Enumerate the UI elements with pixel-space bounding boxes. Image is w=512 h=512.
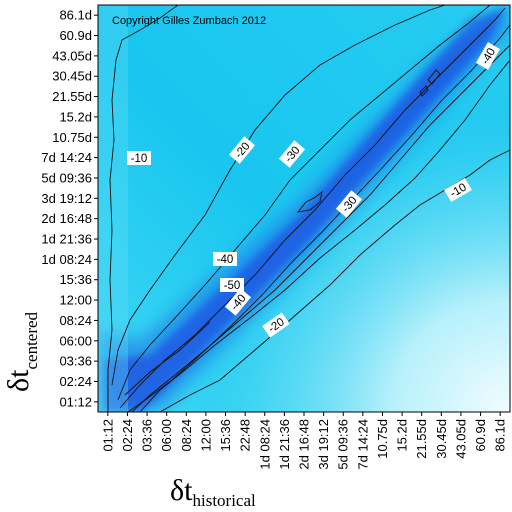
x-tick-label: 7d 14:24 xyxy=(355,419,370,470)
contour-label-box xyxy=(278,140,306,168)
y-tick-label: 7d 14:24 xyxy=(41,150,92,165)
x-tick-label: 21.55d xyxy=(414,419,429,459)
contour-label-box xyxy=(224,288,252,316)
contour-lines xyxy=(107,5,510,412)
x-tick-label: 10.75d xyxy=(375,419,390,459)
y-tick-label: 10.75d xyxy=(52,130,92,145)
contour-label-box xyxy=(335,190,363,218)
contour-line xyxy=(119,7,506,409)
y-tick-label: 12:00 xyxy=(59,293,92,308)
contour-label-box xyxy=(213,252,237,266)
y-tick-label: 06:00 xyxy=(59,333,92,348)
contour-line xyxy=(124,321,211,396)
y-tick-label: 30.45d xyxy=(52,69,92,84)
y-tick-label: 15.2d xyxy=(59,109,92,124)
x-tick-label: 86.1d xyxy=(493,419,508,452)
x-tick-label: 5d 09:36 xyxy=(336,419,351,470)
x-tick-label: 2d 16:48 xyxy=(297,419,312,470)
copyright-text: Copyright Gilles Zumbach 2012 xyxy=(112,15,266,27)
y-tick-label: 21.55d xyxy=(52,89,92,104)
x-tick-label: 12:00 xyxy=(198,419,213,452)
contour-line xyxy=(117,5,491,401)
y-tick-label: 01:12 xyxy=(59,394,92,409)
contour-label-box xyxy=(475,42,501,70)
contour-line xyxy=(127,24,510,412)
y-tick-label: 1d 21:36 xyxy=(41,232,92,247)
y-axis-ticks: 01:12 02:24 03:36 06:00 08:24 12:00 15:36 1d 08… xyxy=(41,8,98,409)
y-tick-label: 2d 16:48 xyxy=(41,211,92,226)
x-tick-label: 15.2d xyxy=(395,419,410,452)
y-axis-label-symbol: δt xyxy=(2,369,35,392)
x-axis-label: δthistorical xyxy=(170,474,256,510)
contour-label-text: -50 xyxy=(224,280,241,292)
y-tick-label: 15:36 xyxy=(59,272,92,287)
x-tick-label: 60.9d xyxy=(473,419,488,452)
x-tick-label: 08:24 xyxy=(179,419,194,452)
contour-label-box xyxy=(220,278,244,292)
y-tick-label: 1d 08:24 xyxy=(41,252,92,267)
x-tick-label: 30.45d xyxy=(434,419,449,459)
y-axis-label-subscript: centered xyxy=(22,311,41,369)
contour-label: -50 xyxy=(220,278,244,292)
y-tick-label: 5d 09:36 xyxy=(41,170,92,185)
y-tick-label: 03:36 xyxy=(59,354,92,369)
svg-text:δtcentered: δtcentered xyxy=(2,311,41,392)
contour-line xyxy=(427,69,441,85)
x-tick-label: 01:12 xyxy=(100,419,115,452)
contour-label-box xyxy=(127,151,151,165)
x-tick-label: 43.05d xyxy=(453,419,468,459)
y-tick-label: 02:24 xyxy=(59,374,92,389)
contour-label: -40 xyxy=(213,252,237,266)
x-tick-label: 3d 19:12 xyxy=(316,419,331,470)
contour-line xyxy=(131,44,510,412)
y-tick-label: 86.1d xyxy=(59,8,92,23)
x-tick-label: 1d 08:24 xyxy=(257,419,272,470)
x-axis-label-subscript: historical xyxy=(192,491,256,510)
x-tick-label: 22:48 xyxy=(238,419,253,452)
contour-label-box xyxy=(228,136,256,164)
contour-line xyxy=(159,149,510,412)
contour-line xyxy=(107,5,179,412)
y-tick-label: 3d 19:12 xyxy=(41,191,92,206)
contour-label-group: -10 -20 -30-30-40-50-40-20-10-40 xyxy=(127,42,501,338)
y-axis-label: δtcentered xyxy=(2,311,41,392)
x-tick-label: 02:24 xyxy=(120,419,135,452)
y-tick-label: 08:24 xyxy=(59,313,92,328)
contour-label-text: -10 xyxy=(131,153,148,165)
x-axis-ticks: 01:12 02:24 03:36 06:00 08:24 12:00 15:36 22:48… xyxy=(100,412,508,470)
x-tick-label: 03:36 xyxy=(140,419,155,452)
contour-line xyxy=(296,190,323,213)
y-tick-label: 60.9d xyxy=(59,28,92,43)
contour-label-box xyxy=(444,177,472,203)
contour-line xyxy=(139,59,510,412)
x-tick-label: 06:00 xyxy=(159,419,174,452)
svg-text:δthistorical: δthistorical xyxy=(170,474,256,510)
contour-label: -10 xyxy=(127,151,151,165)
x-tick-label: 1d 21:36 xyxy=(277,419,292,470)
x-tick-label: 15:36 xyxy=(218,419,233,452)
contour-label-text: -40 xyxy=(217,254,234,266)
heatmap-field xyxy=(98,5,510,412)
x-axis-label-symbol: δt xyxy=(170,474,193,507)
contour-line xyxy=(419,85,429,97)
contour-label-box xyxy=(262,312,290,338)
y-tick-label: 43.05d xyxy=(52,48,92,63)
